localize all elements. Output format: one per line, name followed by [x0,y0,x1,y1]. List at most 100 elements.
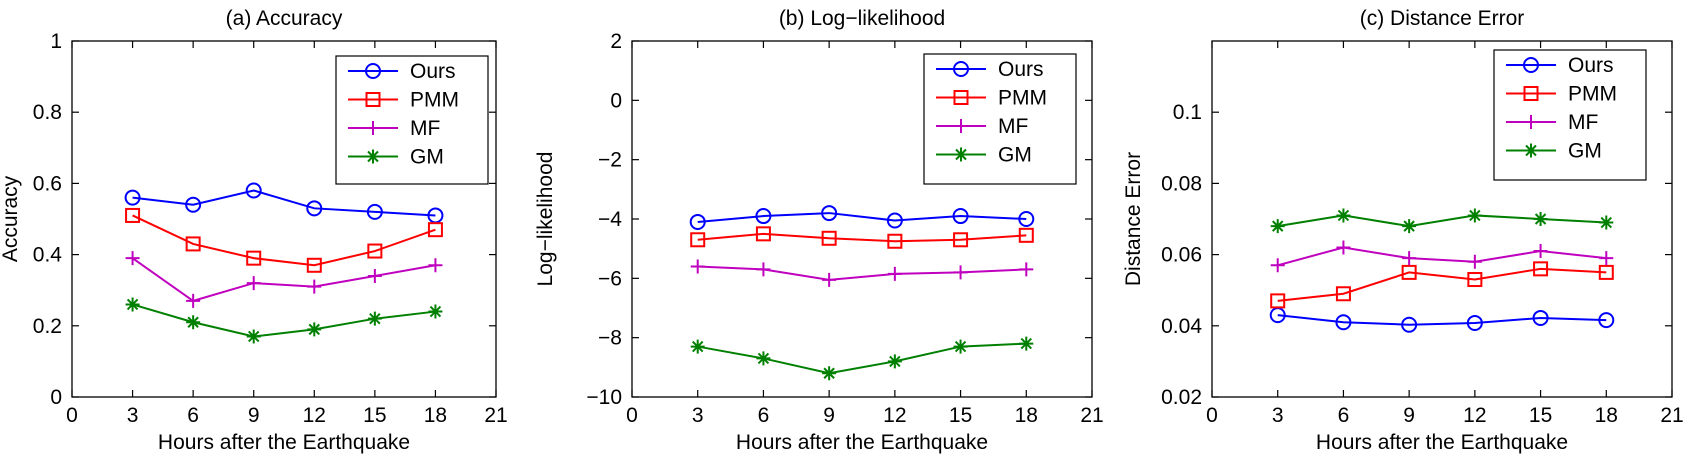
legend-label: MF [410,117,440,140]
x-tick-label: 18 [1015,404,1038,427]
x-tick-label: 9 [248,404,260,427]
legend: Ours PMM MF GM [923,53,1077,185]
data-point [246,329,261,344]
data-point [1402,251,1417,266]
legend-item-ours: Ours [1506,54,1614,77]
data-point [1270,219,1285,234]
legend-marker [1523,86,1539,101]
series-line [1277,314,1607,326]
chart-panel-2: 0 3 6 9 12 15 18 21 −10 −8 −6 −4 −2 0 2 (b) Log−likelih… [534,7,1104,454]
data-point [952,208,969,225]
data-point [1467,254,1482,269]
data-point [822,366,837,381]
legend-marker [953,90,969,105]
data-point [1467,272,1483,288]
x-tick-label: 12 [883,404,906,427]
x-tick-label: 9 [823,404,835,427]
data-point [306,257,322,273]
data-point [125,207,141,223]
y-tick-label: −2 [598,149,622,172]
data-point [246,276,261,291]
data-point [1019,262,1034,277]
data-point [821,205,838,222]
series-gm [690,336,1034,381]
x-tick-label: 18 [424,404,447,427]
legend-item-gm: GM [1506,140,1602,163]
legend-label: PMM [998,87,1047,110]
data-point [756,351,771,366]
y-tick-label: 0 [50,386,62,409]
legend-item-ours: Ours [936,58,1044,81]
legend-box [335,55,489,185]
legend: Ours PMM MF GM [335,55,489,185]
data-point [1336,240,1351,255]
series-line [1277,246,1607,267]
legend-marker [365,92,381,107]
chart-panel-3: 0 3 6 9 12 15 18 21 0.02 0.04 0.06 0.08 0.1 (c) Dista… [1122,7,1683,454]
legend-item-gm: GM [348,146,444,169]
series-pmm [125,207,443,273]
legend-marker [365,63,381,79]
legend-marker [1523,57,1539,73]
data-point [822,272,837,287]
y-tick-label: 0.6 [33,172,62,195]
y-tick-label: 0.2 [33,315,62,338]
legend-label: PMM [1568,83,1617,106]
legend-box [1493,49,1647,181]
data-point [1533,244,1548,259]
legend: Ours PMM MF GM [1493,49,1647,181]
y-tick-label: 0.08 [1161,172,1202,195]
legend-item-ours: Ours [348,60,456,83]
series-line [697,265,1027,281]
x-tick-label: 3 [1272,404,1284,427]
y-tick-label: 0.02 [1161,386,1202,409]
data-point [953,265,968,280]
x-tick-label: 18 [1595,404,1618,427]
legend-marker [366,149,380,164]
data-point [1336,208,1351,223]
series-line [697,342,1027,375]
x-tick-label: 21 [1080,404,1103,427]
series-line [1277,214,1607,228]
x-tick-label: 15 [1529,404,1552,427]
legend-item-pmm: PMM [348,89,459,112]
data-point [1466,314,1483,331]
series-line [697,212,1027,223]
data-point [246,250,262,266]
y-tick-label: 1 [50,30,62,53]
x-axis-label: Hours after the Earthquake [736,431,988,454]
data-point [1270,258,1285,273]
data-point [186,293,201,308]
y-tick-label: 0.8 [33,101,62,124]
data-point [953,232,969,248]
x-tick-label: 6 [758,404,770,427]
y-tick-label: 0.04 [1161,315,1202,338]
data-point [1335,286,1351,302]
data-point [690,339,705,354]
x-tick-label: 6 [187,404,199,427]
legend-item-gm: GM [936,144,1032,167]
series-ours [689,205,1035,230]
data-point [887,354,902,369]
data-point [1019,336,1034,351]
y-tick-label: 0.4 [33,244,63,267]
x-tick-label: 0 [626,404,638,427]
series-line [132,189,436,217]
chart-title: (a) Accuracy [226,7,343,30]
data-point [1401,264,1417,280]
legend-label: GM [998,144,1032,167]
legend-item-pmm: PMM [1506,83,1617,106]
data-point [307,322,322,337]
legend-marker [366,121,380,135]
series-line [697,232,1027,243]
data-point [821,230,837,246]
y-axis-label: Accuracy [0,175,22,262]
series-line [132,214,436,267]
series-pmm [690,226,1034,249]
data-point [887,233,903,249]
chart-panel-1: 0 3 6 9 12 15 18 21 0 0.2 0.4 0.6 0.8 1 (a) Accuracy Ho… [0,7,508,454]
legend-marker [954,147,968,162]
data-point [1467,208,1482,223]
series-line [132,303,436,338]
x-tick-label: 9 [1403,404,1415,427]
